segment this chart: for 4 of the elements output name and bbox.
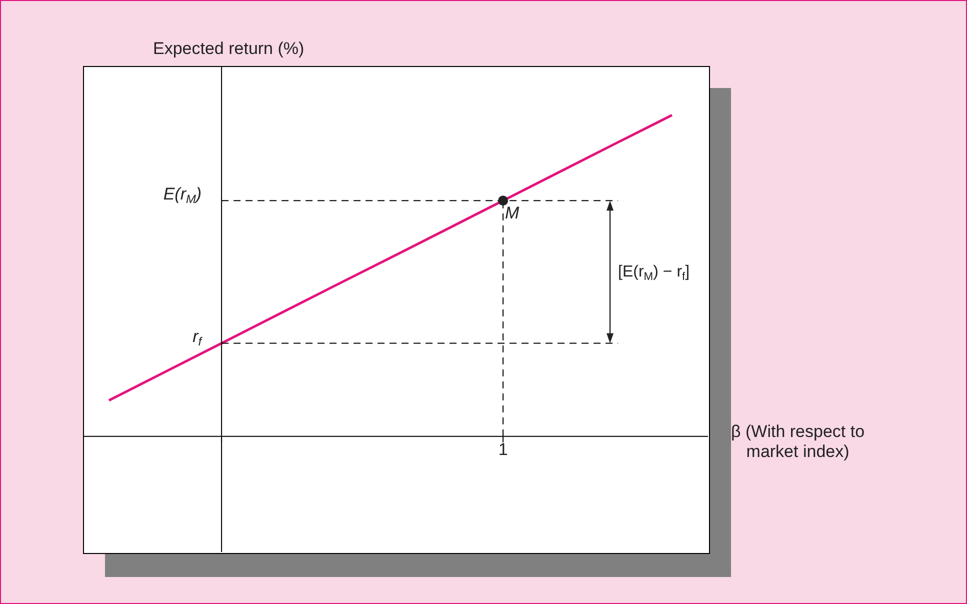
annotation: M — [505, 203, 520, 222]
y-axis-title: Expected return (%) — [153, 39, 304, 59]
text: 1 — [498, 440, 508, 460]
x-axis-title: β (With respect to market index) — [731, 422, 865, 462]
